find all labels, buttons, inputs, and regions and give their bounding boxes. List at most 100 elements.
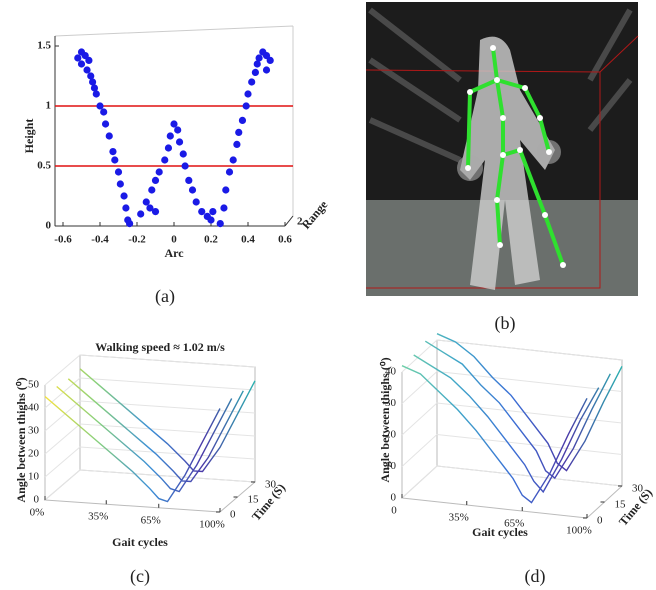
x-label: Gait cycles <box>472 525 528 539</box>
point <box>137 210 145 218</box>
z-tick-label: 40 <box>28 402 40 414</box>
caption: (b) <box>495 313 516 334</box>
surface-line <box>67 378 244 483</box>
x-tick-label: 35% <box>88 511 108 523</box>
point <box>225 168 234 176</box>
point <box>192 198 200 206</box>
point <box>148 186 156 194</box>
point <box>181 162 189 170</box>
caption: (d) <box>525 566 546 587</box>
point <box>198 208 206 216</box>
point <box>179 150 187 158</box>
point <box>209 208 217 216</box>
point <box>83 66 91 74</box>
grid-line <box>44 469 256 501</box>
time-tick-label: 30 <box>632 483 644 495</box>
point <box>242 102 250 110</box>
time-tick-label: 0 <box>230 509 236 521</box>
surface-line <box>44 395 221 503</box>
caption: (a) <box>155 286 175 307</box>
x-label: Arc <box>164 246 184 260</box>
point <box>229 156 237 164</box>
point <box>248 78 256 86</box>
z-tick-label: 10 <box>28 471 40 483</box>
x-tick-label: 0.4 <box>241 234 255 246</box>
point <box>253 60 261 68</box>
point <box>220 204 228 212</box>
time-tick-label: 0 <box>597 515 603 527</box>
point <box>266 56 274 64</box>
y-tick-label: 0.5 <box>37 160 51 172</box>
x-tick-label: 35% <box>449 512 469 524</box>
point <box>111 156 119 164</box>
point <box>155 168 163 176</box>
point <box>233 140 241 148</box>
x-tick-label: 65% <box>141 514 161 526</box>
z-tick-label: 0 <box>391 492 397 504</box>
point <box>151 176 160 184</box>
grid-line <box>401 402 623 436</box>
point <box>85 56 93 64</box>
axis-box <box>400 339 624 519</box>
grid-line <box>401 339 623 373</box>
y-tick-label: 1 <box>46 100 52 112</box>
point <box>116 180 124 188</box>
x-tick-label: -0.6 <box>54 234 72 246</box>
depth-image <box>365 2 639 296</box>
surface-line <box>436 333 623 472</box>
point <box>185 176 193 184</box>
x-tick-label: 0% <box>30 507 45 519</box>
axis <box>284 215 294 227</box>
z-tick-label: 30 <box>385 397 397 409</box>
time-tick-label: 15 <box>248 494 260 506</box>
y-label: Height <box>22 119 36 154</box>
x-tick-label: 0.2 <box>204 234 218 246</box>
x-tick-label: 100% <box>566 525 592 537</box>
z-tick-label: 0 <box>34 494 40 506</box>
point <box>222 186 230 194</box>
grid-line <box>401 370 623 404</box>
z-tick-label: 20 <box>385 429 397 441</box>
point <box>96 102 104 110</box>
point <box>207 216 215 224</box>
grid-line <box>401 465 623 499</box>
grid-line <box>44 423 256 455</box>
point <box>238 116 247 124</box>
point <box>174 126 182 134</box>
point <box>122 204 130 212</box>
x-tick-label: -0.4 <box>91 234 109 246</box>
grid-line <box>44 354 256 386</box>
point <box>89 78 97 86</box>
time-tick-label: 30 <box>265 479 277 491</box>
chart-title: Walking speed ≈ 1.02 m/s <box>95 340 225 354</box>
point <box>114 168 123 176</box>
caption: (c) <box>130 566 150 587</box>
point <box>100 108 108 116</box>
z-tick-label: 30 <box>28 425 40 437</box>
point <box>90 84 99 92</box>
x-tick-label: 0 <box>171 234 177 246</box>
point <box>146 204 154 212</box>
surface-line <box>413 354 600 494</box>
point <box>109 148 117 156</box>
surface-line <box>401 365 588 504</box>
x-tick-label: 65% <box>504 518 524 530</box>
grid-line <box>44 377 256 409</box>
point <box>161 156 169 164</box>
x-tick-label: 0.6 <box>278 234 292 246</box>
point <box>216 220 224 228</box>
time-tick-label: 15 <box>615 499 627 511</box>
point <box>120 192 128 200</box>
surface-line <box>56 385 233 493</box>
point <box>101 120 110 128</box>
grid-line <box>44 400 256 432</box>
grid-line <box>44 446 256 478</box>
y-tick-label: 1.5 <box>37 40 51 52</box>
y-tick-label: 0 <box>46 220 52 232</box>
point <box>126 220 134 228</box>
point <box>251 68 259 76</box>
surface-line <box>79 368 256 473</box>
point <box>188 186 197 194</box>
